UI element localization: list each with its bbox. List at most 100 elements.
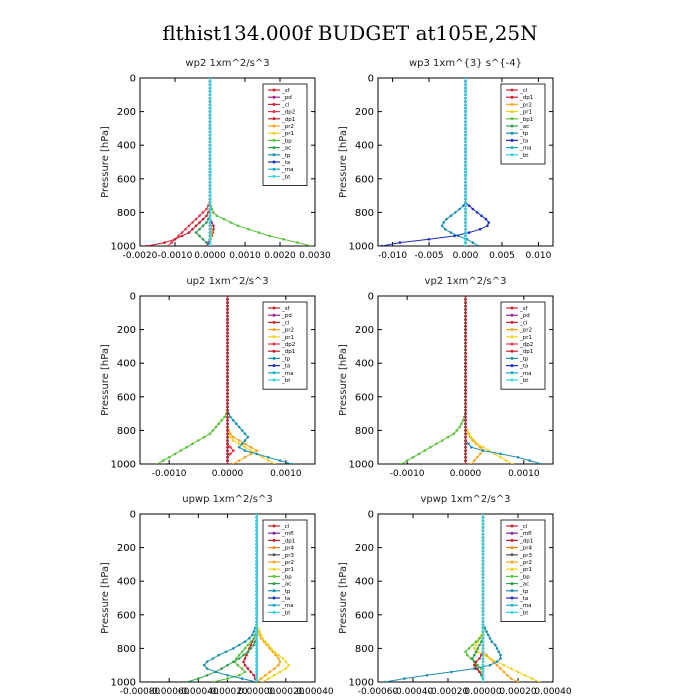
series-point — [478, 227, 482, 231]
series-point — [464, 123, 467, 127]
series-point — [487, 633, 490, 637]
series-line-ta — [381, 78, 490, 246]
legend-entry: _dp1 — [519, 95, 533, 101]
series-point — [208, 123, 212, 127]
series-point — [478, 445, 482, 449]
series-point — [226, 415, 229, 419]
series-point — [509, 667, 513, 670]
series-point — [236, 663, 239, 667]
series-group — [185, 514, 291, 682]
series-point — [481, 620, 485, 623]
series-point — [417, 452, 421, 456]
legend-marker — [510, 567, 514, 571]
series-point — [237, 425, 241, 429]
series-point — [237, 459, 241, 462]
series-line-ac — [195, 78, 211, 246]
legend-marker — [510, 124, 514, 128]
series-point — [475, 442, 479, 446]
series-point — [255, 579, 258, 583]
series-point — [252, 674, 256, 677]
series-point — [226, 442, 229, 446]
series-point — [509, 677, 513, 680]
series-point — [477, 244, 480, 246]
x-tick-label: 0.0010 — [229, 251, 261, 261]
series-point — [226, 385, 229, 389]
series-point — [249, 445, 253, 449]
legend-marker — [272, 574, 276, 578]
series-point — [255, 657, 258, 660]
series-point — [208, 197, 212, 201]
series-point — [255, 653, 258, 657]
legend-marker — [272, 160, 276, 164]
series-point — [226, 462, 229, 464]
series-point — [255, 566, 258, 570]
legend-entry: _tp — [519, 589, 529, 595]
legend-marker — [272, 117, 276, 121]
series-point — [464, 452, 467, 456]
series-point — [490, 640, 494, 643]
series-point — [237, 442, 241, 446]
series-point — [481, 603, 485, 606]
legend-marker — [272, 131, 276, 135]
series-line-dp1 — [242, 514, 258, 682]
series-point — [208, 110, 212, 113]
series-point — [464, 372, 467, 375]
legend-entry: _ta — [281, 596, 290, 602]
chart-panel-2: wp3 1xm^{3} s^{-4} Pressure [hPa] 0 200 400 6… — [338, 58, 554, 261]
series-point — [208, 432, 212, 436]
series-point — [208, 207, 212, 211]
series-point — [403, 677, 406, 680]
legend-marker — [510, 524, 514, 528]
series-point — [464, 341, 467, 345]
legend-entry: _mfl — [281, 531, 294, 537]
legend-marker — [272, 589, 276, 593]
series-point — [226, 677, 229, 680]
legend-marker — [272, 524, 276, 528]
legend-marker — [510, 335, 514, 339]
series-point — [449, 231, 453, 234]
series-point — [232, 449, 235, 452]
series-point — [473, 439, 476, 442]
series-point — [255, 677, 258, 680]
legend-entry: _sf — [519, 306, 529, 312]
legend-entry: _pr1 — [519, 335, 532, 341]
legend-entry: _pr1 — [519, 110, 532, 116]
series-point — [464, 324, 467, 328]
series-point — [208, 227, 212, 231]
series-line-bp — [212, 514, 258, 682]
plot-frame — [377, 513, 554, 683]
series-point — [473, 663, 476, 667]
series-point — [208, 187, 212, 191]
legend-entry: _ma — [519, 603, 531, 609]
series-point — [243, 640, 247, 643]
series-point — [243, 647, 247, 650]
series-point — [208, 86, 212, 90]
series-point — [184, 227, 187, 231]
series-point — [202, 663, 206, 667]
series-point — [270, 647, 273, 650]
series-point — [255, 613, 258, 617]
series-point — [481, 569, 485, 573]
series-point — [166, 244, 170, 246]
series-point — [464, 375, 467, 378]
series-point — [442, 221, 445, 224]
series-point — [180, 234, 184, 238]
series-point — [261, 680, 264, 682]
series-point — [208, 78, 212, 80]
series-point — [481, 660, 485, 664]
series-point — [205, 221, 208, 224]
legend-entry: _sf — [281, 88, 291, 94]
series-point — [458, 207, 462, 211]
series-point — [211, 657, 215, 660]
series-point — [255, 640, 258, 643]
series-point — [499, 667, 502, 670]
x-tick-label: 0.00000 — [238, 687, 275, 697]
series-point — [483, 626, 487, 630]
series-point — [240, 429, 244, 432]
y-tick-label: 1000 — [349, 460, 374, 471]
series-point — [208, 231, 212, 234]
legend-entry: _dp2 — [281, 110, 295, 116]
series-point — [255, 600, 258, 603]
series-point — [205, 674, 209, 677]
series-point — [240, 650, 244, 654]
